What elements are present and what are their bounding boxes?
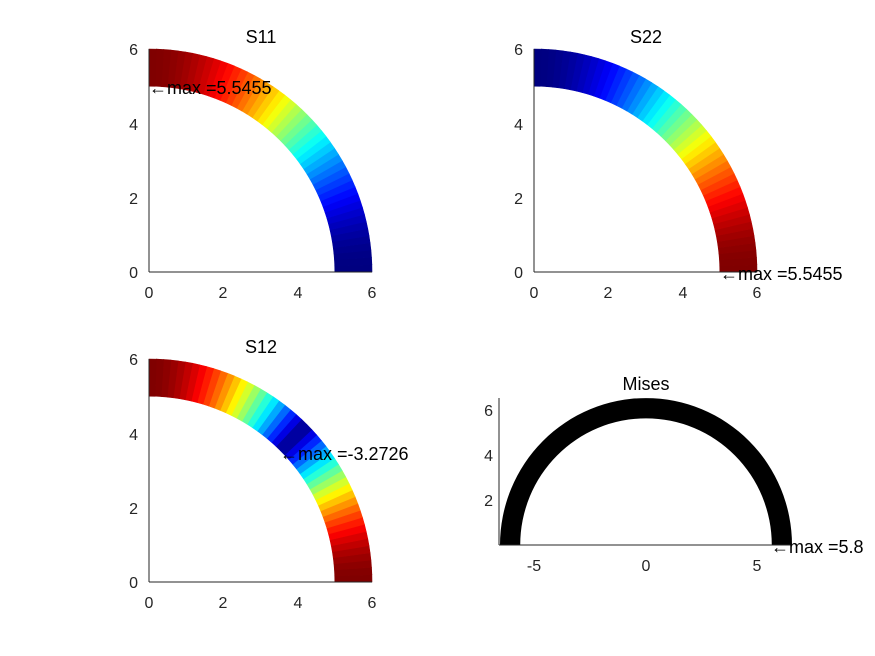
s11-xtick-2: 2: [219, 285, 228, 302]
mises-mesh: [500, 398, 792, 545]
mises-ytick-4: 4: [484, 448, 493, 465]
mises-xtick-neg5: -5: [527, 558, 541, 575]
s11-xtick-6: 6: [368, 285, 377, 302]
mises-xtick-5: 5: [753, 558, 762, 575]
s22-contour-field: [533, 48, 758, 273]
contour-segment: [148, 358, 157, 397]
s22-ytick-4: 4: [514, 117, 523, 134]
mises-ytick-2: 2: [484, 493, 493, 510]
mises-y-ticks: 2 4 6: [484, 403, 493, 510]
mises-x-ticks: -5 0 5: [527, 558, 762, 575]
s11-title: S11: [246, 27, 277, 47]
s22-x-ticks: 0 2 4 6: [530, 285, 762, 302]
s12-x-ticks: 0 2 4 6: [145, 595, 377, 612]
panel-mises: Mises -5 0 5 2 4 6 ←max =5.8: [484, 374, 863, 575]
s11-xtick-4: 4: [294, 285, 303, 302]
s12-ytick-6: 6: [129, 352, 138, 369]
s12-xtick-2: 2: [219, 595, 228, 612]
mises-max-annotation: ←max =5.8: [771, 537, 864, 557]
s11-x-ticks: 0 2 4 6: [145, 285, 377, 302]
s12-y-ticks: 0 2 4 6: [129, 352, 138, 592]
s22-title: S22: [630, 27, 662, 47]
s12-contour-field: [148, 358, 373, 583]
s12-xtick-6: 6: [368, 595, 377, 612]
s11-contour-field: [148, 48, 373, 273]
s22-ytick-2: 2: [514, 191, 523, 208]
s12-ytick-2: 2: [129, 501, 138, 518]
s11-ytick-4: 4: [129, 117, 138, 134]
s22-max-annotation: ←max =5.5455: [720, 264, 843, 284]
mises-half-annulus: [500, 398, 792, 545]
s22-xtick-2: 2: [604, 285, 613, 302]
mises-xtick-0: 0: [642, 558, 651, 575]
s22-ytick-6: 6: [514, 42, 523, 59]
mises-title: Mises: [622, 374, 669, 394]
contour-segment: [533, 48, 542, 87]
panel-s22: S22 0 2 4 6 0 2 4 6 ←max =5.5455: [514, 27, 842, 302]
s11-y-ticks: 0 2 4 6: [129, 42, 138, 282]
s22-xtick-0: 0: [530, 285, 539, 302]
s22-y-ticks: 0 2 4 6: [514, 42, 523, 282]
panel-s12: S12 0 2 4 6 0 2 4 6 ←max =-3.2726: [129, 337, 408, 612]
s22-xtick-6: 6: [753, 285, 762, 302]
s22-xtick-4: 4: [679, 285, 688, 302]
s12-max-annotation: ←max =-3.2726: [280, 444, 409, 464]
s12-xtick-0: 0: [145, 595, 154, 612]
panel-s11: S11 0 2 4 6 0 2 4 6 ←max =5.5455: [129, 27, 376, 302]
s22-ytick-0: 0: [514, 265, 523, 282]
s12-ytick-0: 0: [129, 575, 138, 592]
s11-max-annotation: ←max =5.5455: [149, 78, 272, 98]
s11-ytick-2: 2: [129, 191, 138, 208]
s11-ytick-0: 0: [129, 265, 138, 282]
s12-title: S12: [245, 337, 277, 357]
s12-ytick-4: 4: [129, 427, 138, 444]
mises-ytick-6: 6: [484, 403, 493, 420]
s11-xtick-0: 0: [145, 285, 154, 302]
s11-ytick-6: 6: [129, 42, 138, 59]
s12-xtick-4: 4: [294, 595, 303, 612]
